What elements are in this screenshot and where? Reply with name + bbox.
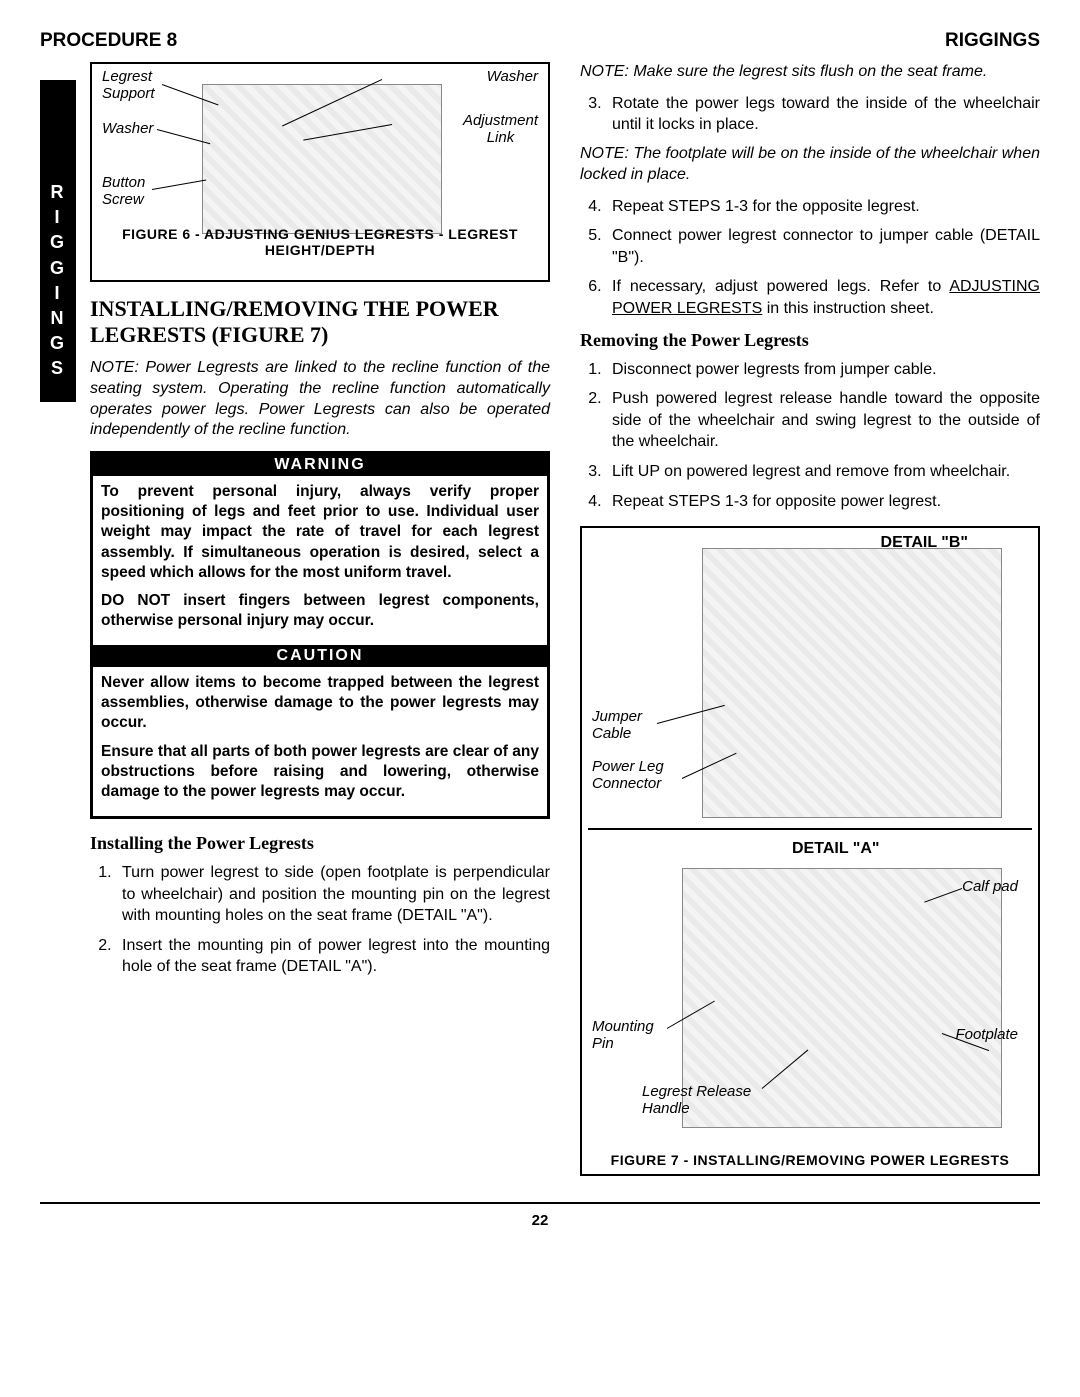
fig6-legrest-support-label: Legrest Support <box>102 68 155 102</box>
caution-p2: Ensure that all parts of both power legr… <box>101 742 539 802</box>
install-steps-cont: Rotate the power legs toward the inside … <box>580 93 1040 136</box>
fig6-washer-left-label: Washer <box>102 120 153 137</box>
caution-p1: Never allow items to become trapped betw… <box>101 673 539 733</box>
fig6-caption: FIGURE 6 - ADJUSTING GENIUS LEGRESTS - L… <box>92 226 548 258</box>
note-footplate: NOTE: The footplate will be on the insid… <box>580 144 1040 186</box>
fig7-calfpad-label: Calf pad <box>962 878 1018 895</box>
fig6-button-screw-label: Button Screw <box>102 174 145 208</box>
remove-step-2: Push powered legrest release handle towa… <box>606 388 1040 453</box>
install-steps-cont2: Repeat STEPS 1-3 for the opposite legres… <box>580 196 1040 320</box>
note-recline-link: NOTE: Power Legrests are linked to the r… <box>90 358 550 441</box>
figure-6: Legrest Support Washer Button Screw Wash… <box>90 62 550 282</box>
install-step-1: Turn power legrest to side (open footpla… <box>116 862 550 927</box>
page-number: 22 <box>532 1212 549 1229</box>
install-step-2: Insert the mounting pin of power legrest… <box>116 935 550 978</box>
install-steps: Turn power legrest to side (open footpla… <box>90 862 550 978</box>
fig7-jumper-cable-label: Jumper Cable <box>592 708 642 742</box>
detail-a-label: DETAIL "A" <box>792 840 879 858</box>
install-step-4: Repeat STEPS 1-3 for the opposite legres… <box>606 196 1040 218</box>
fig7-caption: FIGURE 7 - INSTALLING/REMOVING POWER LEG… <box>582 1152 1038 1168</box>
note-flush: NOTE: Make sure the legrest sits flush o… <box>580 62 1040 83</box>
remove-step-3: Lift UP on powered legrest and remove fr… <box>606 461 1040 483</box>
fig7-legrest-release-label: Legrest Release Handle <box>642 1083 751 1117</box>
install-step-6: If necessary, adjust powered legs. Refer… <box>606 276 1040 319</box>
warning-header: WARNING <box>93 454 547 476</box>
header-right: RIGGINGS <box>945 30 1040 52</box>
caution-header: CAUTION <box>93 645 547 667</box>
fig6-washer-right-label: Washer <box>487 68 538 85</box>
figure-7: DETAIL "B" Jumper Cable Power Leg Connec… <box>580 526 1040 1176</box>
fig7-detail-b-diagram <box>702 548 1002 818</box>
section-title: INSTALLING/REMOVING THE POWER LEGRESTS (… <box>90 296 550 348</box>
remove-steps: Disconnect power legrests from jumper ca… <box>580 359 1040 513</box>
warning-box: WARNING To prevent personal injury, alwa… <box>90 451 550 819</box>
remove-subhead: Removing the Power Legrests <box>580 330 1040 351</box>
side-tab: RIGGINGS <box>40 80 76 402</box>
warning-p2: DO NOT insert fingers between legrest co… <box>101 591 539 631</box>
header-left: PROCEDURE 8 <box>40 30 177 52</box>
fig7-power-leg-connector-label: Power Leg Connector <box>592 758 664 792</box>
warning-p1: To prevent personal injury, always verif… <box>101 482 539 583</box>
fig7-mounting-pin-label: Mounting Pin <box>592 1018 654 1052</box>
remove-step-1: Disconnect power legrests from jumper ca… <box>606 359 1040 381</box>
right-column: NOTE: Make sure the legrest sits flush o… <box>580 62 1040 1176</box>
remove-step-4: Repeat STEPS 1-3 for opposite power legr… <box>606 491 1040 513</box>
left-column: Legrest Support Washer Button Screw Wash… <box>90 62 550 1176</box>
install-step-3: Rotate the power legs toward the inside … <box>606 93 1040 136</box>
fig6-adjustment-link-label: Adjustment Link <box>463 112 538 146</box>
install-subhead: Installing the Power Legrests <box>90 833 550 854</box>
install-step-5: Connect power legrest connector to jumpe… <box>606 225 1040 268</box>
